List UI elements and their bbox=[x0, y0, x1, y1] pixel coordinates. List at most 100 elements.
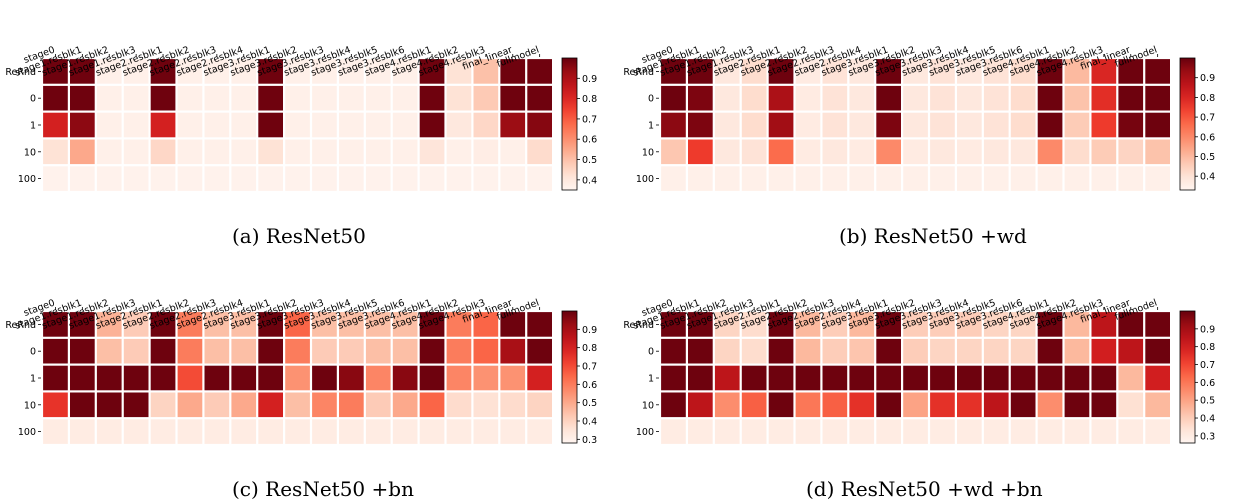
heatmap-cell bbox=[177, 139, 203, 165]
heatmap-cell bbox=[150, 392, 176, 418]
heatmap-cell bbox=[123, 166, 149, 191]
heatmap-cell bbox=[1118, 419, 1144, 444]
heatmap-cell bbox=[285, 85, 310, 111]
heatmap-cell bbox=[419, 419, 445, 444]
heatmap-cell bbox=[930, 59, 955, 84]
heatmap-cell bbox=[365, 365, 391, 391]
heatmap-cell bbox=[714, 112, 740, 138]
heatmap-cell bbox=[957, 139, 982, 165]
heatmap-cell bbox=[150, 59, 176, 84]
heatmap-cell bbox=[204, 312, 230, 337]
row-label: 1 bbox=[648, 374, 654, 385]
heatmap-cell bbox=[688, 365, 713, 391]
colorbar-tick-label: 0.8 bbox=[582, 94, 597, 105]
heatmap-cell bbox=[231, 419, 257, 444]
heatmap-panel-1: ReRnd0110100stage0stage1.resblk1stage1.r… bbox=[623, 44, 1215, 191]
heatmap-cell bbox=[96, 392, 122, 418]
heatmap-cell bbox=[339, 419, 364, 444]
heatmap-cell bbox=[419, 139, 445, 165]
heatmap-cell bbox=[795, 338, 821, 364]
heatmap-cell bbox=[1145, 139, 1170, 165]
heatmap-cell bbox=[365, 85, 391, 111]
heatmap-cell bbox=[419, 365, 445, 391]
heatmap-cell bbox=[365, 392, 391, 418]
heatmap-cell bbox=[446, 419, 472, 444]
heatmap-cell bbox=[177, 338, 203, 364]
colorbar-tick-label: 0.4 bbox=[1200, 172, 1215, 183]
heatmap-cell bbox=[339, 59, 364, 84]
row-label: 10 bbox=[24, 400, 36, 411]
heatmap-cell bbox=[768, 419, 794, 444]
heatmap-cell bbox=[983, 312, 1009, 337]
heatmap-cell bbox=[957, 112, 982, 138]
heatmap-cell bbox=[231, 59, 257, 84]
row-label: 0 bbox=[648, 94, 654, 105]
heatmap-cell bbox=[957, 419, 982, 444]
heatmap-cell bbox=[795, 419, 821, 444]
heatmap-cell bbox=[795, 112, 821, 138]
panel-caption-d: (d) ResNet50 +wd +bn bbox=[806, 477, 1043, 501]
heatmap-cell bbox=[43, 166, 68, 191]
heatmap-cell bbox=[688, 419, 713, 444]
heatmap-cell bbox=[392, 139, 418, 165]
heatmap-cell bbox=[768, 338, 794, 364]
heatmap-cell bbox=[43, 59, 68, 84]
heatmap-cell bbox=[231, 338, 257, 364]
heatmap-cell bbox=[96, 139, 122, 165]
heatmap-cell bbox=[661, 139, 686, 165]
heatmap-cell bbox=[365, 338, 391, 364]
heatmap-cell bbox=[204, 85, 230, 111]
heatmap-cell bbox=[527, 365, 552, 391]
heatmap-cell bbox=[795, 365, 821, 391]
heatmap-cell bbox=[446, 338, 472, 364]
heatmap-cell bbox=[741, 419, 767, 444]
colorbar-tick-label: 0.6 bbox=[582, 135, 597, 146]
heatmap-cell bbox=[500, 59, 526, 84]
heatmap-cell bbox=[258, 419, 283, 444]
heatmap-cell bbox=[741, 365, 767, 391]
heatmap-cell bbox=[231, 392, 257, 418]
colorbar-tick-label: 0.7 bbox=[1200, 113, 1215, 124]
heatmap-cell bbox=[339, 139, 364, 165]
heatmap-cell bbox=[392, 59, 418, 84]
heatmap-cell bbox=[688, 312, 713, 337]
heatmap-cell bbox=[392, 419, 418, 444]
heatmap-cell bbox=[392, 166, 418, 191]
heatmap-cell bbox=[177, 59, 203, 84]
heatmap-cell bbox=[177, 365, 203, 391]
heatmap-cell bbox=[204, 139, 230, 165]
colorbar-tick-label: 0.3 bbox=[1200, 431, 1215, 442]
heatmap-cell bbox=[688, 166, 713, 191]
heatmap-cell bbox=[714, 166, 740, 191]
heatmap-cell bbox=[365, 112, 391, 138]
heatmap-cell bbox=[70, 365, 95, 391]
heatmap-cell bbox=[365, 139, 391, 165]
heatmap-cell bbox=[43, 338, 68, 364]
heatmap-cell bbox=[43, 419, 68, 444]
heatmap-cell bbox=[688, 338, 713, 364]
heatmap-cell bbox=[1037, 85, 1063, 111]
heatmap-cell bbox=[822, 166, 848, 191]
heatmap-cell bbox=[70, 338, 95, 364]
heatmap-cell bbox=[822, 365, 848, 391]
heatmap-cell bbox=[96, 365, 122, 391]
heatmap-cell bbox=[123, 392, 149, 418]
colorbar-tick-label: 0.4 bbox=[582, 417, 597, 428]
heatmap-cell bbox=[446, 365, 472, 391]
heatmap-cell bbox=[204, 112, 230, 138]
heatmap-cell bbox=[849, 312, 875, 337]
heatmap-cell bbox=[903, 312, 928, 337]
heatmap-cell bbox=[741, 85, 767, 111]
heatmap-cell bbox=[204, 365, 230, 391]
heatmap-cell bbox=[983, 112, 1009, 138]
heatmap-cell bbox=[849, 419, 875, 444]
heatmap-cell bbox=[123, 139, 149, 165]
heatmap-cell bbox=[392, 365, 418, 391]
heatmap-cell bbox=[500, 338, 526, 364]
heatmap-cell bbox=[177, 419, 203, 444]
heatmap-cell bbox=[419, 59, 445, 84]
heatmap-cell bbox=[231, 139, 257, 165]
heatmap-cell bbox=[661, 85, 686, 111]
heatmap-cell bbox=[500, 139, 526, 165]
